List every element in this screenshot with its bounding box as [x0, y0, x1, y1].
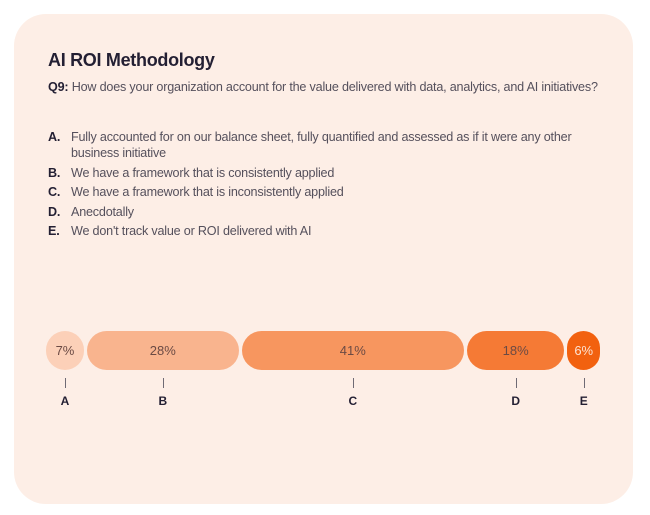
- question-text: How does your organization account for t…: [71, 80, 598, 94]
- option-text: We have a framework that is inconsistent…: [71, 185, 344, 199]
- bar-c: 41%: [241, 331, 464, 370]
- option-letter: C.: [48, 185, 61, 199]
- option-text: We don't track value or ROI delivered wi…: [71, 224, 312, 238]
- bar-a: 7%: [46, 331, 84, 370]
- bar-d: 18%: [466, 331, 565, 370]
- option-a: A. Fully accounted for on our balance sh…: [48, 129, 608, 161]
- bar-value-label: 7%: [55, 343, 75, 358]
- bar-value-label: 6%: [574, 343, 594, 358]
- survey-card: [14, 14, 633, 504]
- card-title: AI ROI Methodology: [48, 50, 215, 70]
- option-c: C. We have a framework that is inconsist…: [48, 184, 608, 200]
- option-text: Fully accounted for on our balance sheet…: [71, 130, 572, 160]
- option-d: D. Anecdotally: [48, 204, 608, 220]
- question-number: Q9:: [48, 80, 69, 94]
- option-letter: B.: [48, 165, 61, 180]
- option-letter: D.: [48, 204, 61, 219]
- bar-e: 6%: [567, 331, 600, 370]
- bar-value-label: 41%: [339, 343, 366, 358]
- option-letter: E.: [48, 224, 60, 238]
- option-e: E. We don't track value or ROI delivered…: [48, 223, 608, 239]
- bar-b: 28%: [86, 331, 239, 370]
- question: Q9: How does your organization account f…: [48, 80, 598, 94]
- bar-value-label: 28%: [149, 343, 176, 358]
- option-text: Anecdotally: [71, 204, 134, 219]
- option-letter: A.: [48, 130, 61, 144]
- option-b: B. We have a framework that is consisten…: [48, 165, 608, 181]
- answer-options-list: A. Fully accounted for on our balance sh…: [48, 129, 608, 243]
- option-text: We have a framework that is consistently…: [71, 165, 335, 180]
- bar-value-label: 18%: [502, 343, 529, 358]
